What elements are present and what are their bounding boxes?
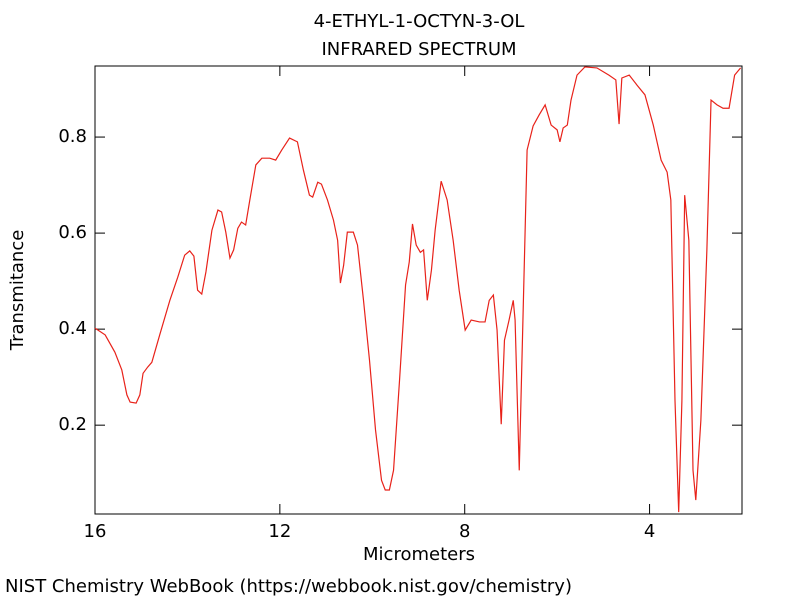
chart-title: 4-ETHYL-1-OCTYN-3-OL [314, 11, 525, 32]
y-axis-label: Transmitance [7, 230, 28, 352]
chart-subtitle: INFRARED SPECTRUM [321, 39, 516, 60]
spectrum-line [94, 66, 742, 513]
footer: NIST Chemistry WebBook (https://webbook.… [5, 576, 572, 597]
y-tick-label: 0.6 [58, 222, 87, 243]
x-tick-label: 16 [84, 521, 107, 542]
x-tick-label: 8 [459, 521, 470, 542]
y-tick-label: 0.2 [58, 414, 87, 435]
x-tick-label: 4 [644, 521, 655, 542]
x-axis-label: Micrometers [363, 544, 475, 565]
x-tick-label: 12 [268, 521, 291, 542]
y-tick-label: 0.8 [58, 126, 87, 147]
y-tick-label: 0.4 [58, 318, 87, 339]
plot-frame [94, 65, 743, 515]
